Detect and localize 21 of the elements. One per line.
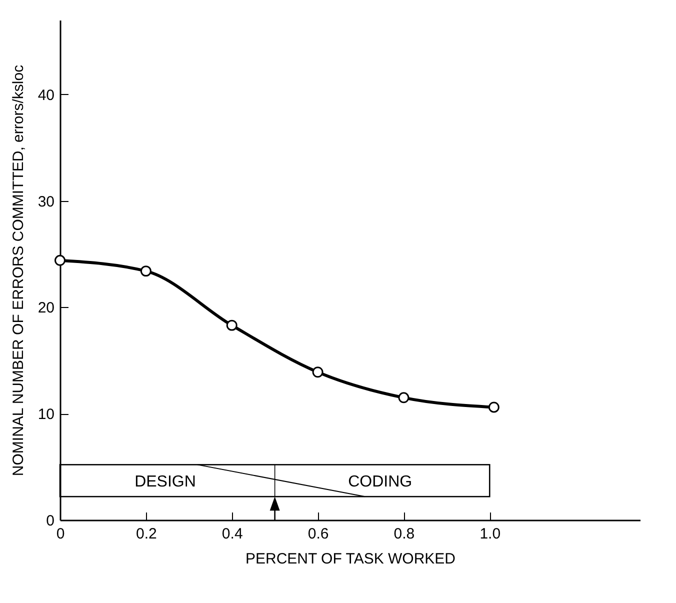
x-tick-label: 0	[56, 526, 65, 542]
point	[312, 366, 324, 378]
x-tick-label: 1.0	[480, 526, 501, 542]
x-tick-label: 0.2	[136, 526, 157, 542]
point	[226, 320, 238, 331]
point	[54, 254, 66, 266]
x-tick-label: 0.4	[222, 526, 243, 542]
point	[488, 402, 500, 413]
y-axis-title: NOMINAL NUMBER OF ERRORS COMMITTED, errors/ksloc	[10, 64, 27, 476]
y-tick-label: 30	[38, 193, 54, 210]
point	[398, 392, 410, 404]
x-tick-label: 0.8	[394, 526, 415, 542]
x-tick-label: 0.6	[308, 526, 329, 542]
annotation: CODING	[348, 474, 412, 491]
x-axis-title: PERCENT OF TASK WORKED	[245, 550, 456, 568]
y-tick-label: 40	[38, 86, 54, 104]
y-tick-label: 10	[38, 406, 54, 424]
y-tick-label: 20	[38, 300, 54, 317]
point	[140, 266, 152, 277]
y-tick-label: 0	[46, 512, 54, 530]
annotation: DESIGN	[134, 474, 196, 491]
